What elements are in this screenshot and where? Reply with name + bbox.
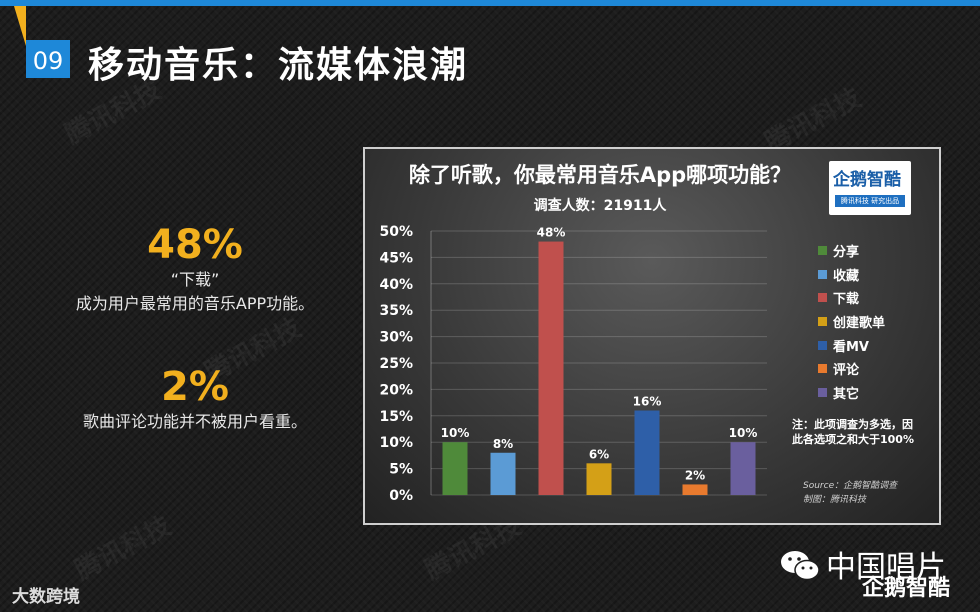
legend-swatch <box>818 269 827 279</box>
y-tick-label: 40% <box>379 277 413 293</box>
data-label: 8% <box>493 437 513 451</box>
legend-swatch <box>818 293 827 303</box>
bar <box>682 484 708 495</box>
brand-subtitle: 腾讯科技 研究出品 <box>835 195 905 207</box>
bar <box>442 442 468 495</box>
legend-label: 下载 <box>833 292 860 308</box>
y-tick-label: 35% <box>379 303 413 319</box>
source-line: Source：企鹅智酷调查 <box>803 481 898 491</box>
y-tick-label: 15% <box>379 409 413 425</box>
bar-chart: 0% 5% 10% 15% 20% 25% 30% 35% 40% 45% 50% 10% 8% 48% 6… <box>379 224 767 504</box>
stat-value: 2% <box>161 364 229 410</box>
stat-value: 48% <box>147 222 243 268</box>
brand-badge: 企鹅智酷 腾讯科技 研究出品 <box>829 161 911 215</box>
stat-comment: 2% 歌曲评论功能并不被用户看重。 <box>40 364 350 434</box>
chart-note: 注：此项调查为多选，因此各选项之和大于100% <box>792 418 914 446</box>
slide-number: 09 <box>26 40 70 78</box>
legend-item: 分享 <box>818 239 885 263</box>
accent-triangle <box>14 6 26 46</box>
legend-item: 下载 <box>818 286 885 310</box>
data-label: 2% <box>685 468 705 482</box>
legend-swatch <box>818 317 827 327</box>
bar <box>730 442 756 495</box>
data-label: 48% <box>537 226 566 240</box>
chart-subtitle: 调查人数：21911人 <box>533 198 667 214</box>
legend-swatch <box>818 340 827 350</box>
y-tick-label: 45% <box>379 250 413 266</box>
legend-swatch <box>818 364 827 374</box>
footer-brand-left: 大数跨境 <box>12 587 80 607</box>
chart-panel: 除了听歌，你最常用音乐App哪项功能？ 调查人数：21911人 企鹅智酷 腾讯科… <box>363 147 941 525</box>
legend-item: 看MV <box>818 333 885 357</box>
legend-item: 创建歌单 <box>818 310 885 334</box>
y-tick-label: 30% <box>379 330 413 346</box>
legend-item: 收藏 <box>818 263 885 287</box>
bar <box>490 452 516 495</box>
stat-description: 歌曲评论功能并不被用户看重。 <box>82 412 307 431</box>
chart-legend: 分享收藏下载创建歌单看MV 评论其它 <box>818 239 885 404</box>
chart-title: 除了听歌，你最常用音乐App哪项功能？ <box>408 163 792 187</box>
footer-brand-right-sub: 企鹅智酷 <box>862 576 951 601</box>
wechat-icon <box>781 551 820 581</box>
slide-title: 移动音乐：流媒体浪潮 <box>88 45 469 86</box>
legend-swatch <box>818 387 827 397</box>
stat-description: 成为用户最常用的音乐APP功能。 <box>75 294 315 313</box>
footer-brand-right: 中国唱片 <box>826 550 946 585</box>
credit-line: 制图：腾讯科技 <box>803 495 867 505</box>
y-tick-label: 50% <box>379 224 413 240</box>
data-label: 10% <box>441 426 470 440</box>
chart-source: Source：企鹅智酷调查 制图：腾讯科技 <box>803 479 897 507</box>
data-label: 16% <box>633 395 662 409</box>
y-tick-label: 10% <box>379 435 413 451</box>
y-tick-label: 0% <box>389 488 413 504</box>
legend-label: 看MV <box>833 339 869 355</box>
legend-label: 分享 <box>833 245 860 261</box>
legend-swatch <box>818 246 827 256</box>
y-tick-label: 25% <box>379 356 413 372</box>
bar <box>538 241 564 495</box>
legend-label: 评论 <box>833 363 860 379</box>
watermark: 腾讯科技 <box>70 511 177 587</box>
top-accent-bar <box>0 0 980 6</box>
legend-label: 收藏 <box>833 268 860 284</box>
legend-item: 其它 <box>818 381 885 405</box>
data-label: 10% <box>729 426 758 440</box>
bar <box>634 410 660 495</box>
y-tick-label: 5% <box>389 462 413 478</box>
legend-item: 评论 <box>818 357 885 381</box>
bar <box>586 463 612 495</box>
stat-label: “下载” <box>170 270 220 289</box>
legend-label: 其它 <box>833 386 860 402</box>
stat-download: 48% “下载” 成为用户最常用的音乐APP功能。 <box>40 222 350 316</box>
data-label: 6% <box>589 447 609 461</box>
brand-logo-text: 企鹅智酷 <box>833 170 901 190</box>
y-tick-label: 20% <box>379 382 413 398</box>
legend-label: 创建歌单 <box>833 316 886 332</box>
